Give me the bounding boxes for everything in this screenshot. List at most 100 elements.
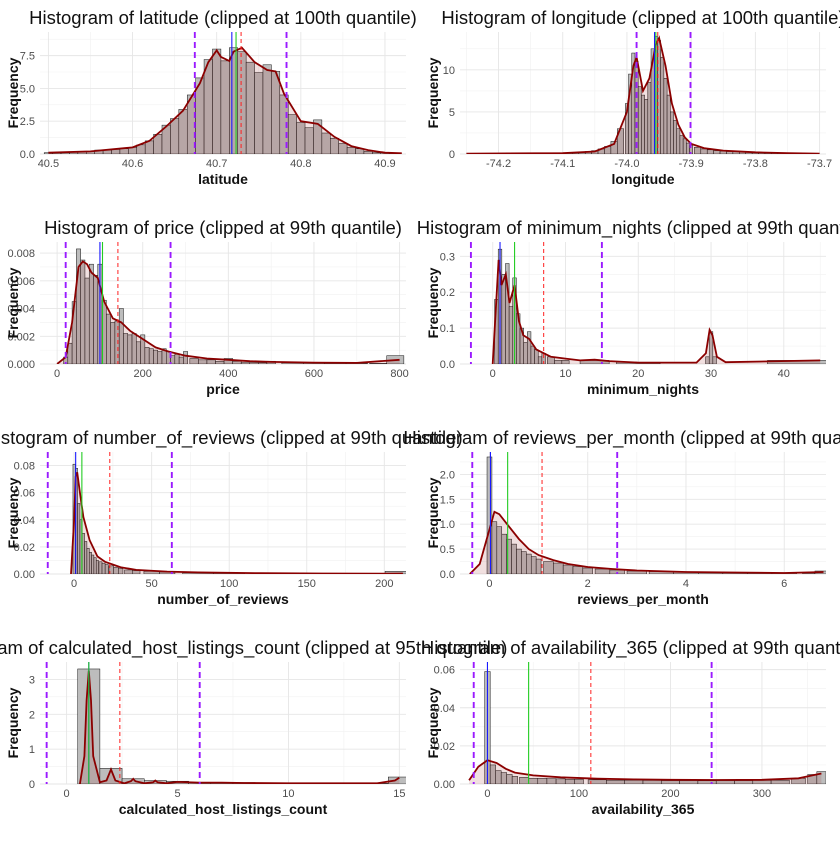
y-tick-label: 2.5 [20, 116, 35, 128]
x-tick-label: 40.6 [122, 158, 143, 170]
x-tick-label: 150 [298, 578, 316, 590]
x-tick-label: 400 [219, 368, 237, 380]
x-tick-label: 50 [146, 578, 158, 590]
x-tick-label: 300 [753, 788, 771, 800]
y-axis-label: Frequency [5, 477, 21, 548]
x-tick-label: -74.1 [550, 158, 575, 170]
x-tick-label: 40.8 [290, 158, 311, 170]
chart-title: Histogram of number_of_reviews (clipped … [0, 427, 463, 449]
y-tick-label: 7.5 [20, 51, 35, 63]
density-area [466, 38, 819, 154]
y-tick-label: 1.0 [440, 519, 455, 531]
density-area [71, 472, 403, 574]
chart-title: Histogram of latitude (clipped at 100th … [29, 7, 417, 28]
density-curve [493, 260, 821, 364]
y-tick-label: 0 [449, 149, 455, 161]
x-axis-label: minimum_nights [587, 381, 699, 397]
chart-title: Histogram of minimum_nights (clipped at … [417, 217, 840, 239]
x-axis-label: number_of_reviews [157, 591, 289, 607]
x-tick-label: 0 [486, 578, 492, 590]
y-axis-label: Frequency [5, 267, 21, 338]
x-tick-label: 6 [781, 578, 787, 590]
x-tick-label: 10 [282, 788, 294, 800]
y-axis-label: Frequency [425, 57, 441, 128]
y-tick-label: 0.06 [434, 665, 455, 677]
y-tick-label: 0.5 [440, 544, 455, 556]
x-tick-label: 0 [71, 578, 77, 590]
x-tick-label: 200 [375, 578, 393, 590]
x-axis-label: availability_365 [592, 801, 695, 817]
y-tick-label: 0.008 [7, 248, 35, 260]
x-tick-label: 4 [683, 578, 689, 590]
x-tick-label: 100 [220, 578, 238, 590]
x-tick-label: 5 [174, 788, 180, 800]
y-axis-label: Frequency [5, 57, 21, 128]
density-area [493, 260, 821, 364]
x-tick-label: 600 [305, 368, 323, 380]
y-tick-label: 0.0 [20, 149, 35, 161]
y-tick-label: 0.2 [440, 287, 455, 299]
x-axis-label: price [206, 381, 240, 397]
plot-area [47, 662, 411, 784]
x-tick-label: -74.2 [486, 158, 511, 170]
plot-area [57, 242, 404, 364]
y-tick-label: 0.00 [14, 569, 35, 581]
x-tick-label: 20 [632, 368, 644, 380]
y-tick-label: 5.0 [20, 83, 35, 95]
x-tick-label: -73.8 [743, 158, 768, 170]
x-tick-label: 40.9 [374, 158, 395, 170]
panel-2: -74.2-74.1-74.0-73.9-73.8-73.70510longit… [425, 32, 832, 187]
x-tick-label: -74.0 [614, 158, 639, 170]
y-tick-label: 3 [29, 674, 35, 686]
x-tick-label: 2 [585, 578, 591, 590]
chart-title: Histogram of price (clipped at 99th quan… [44, 217, 402, 238]
y-tick-label: 0.3 [440, 251, 455, 263]
y-tick-label: 1 [29, 744, 35, 756]
x-tick-label: 40.5 [38, 158, 59, 170]
y-tick-label: 2.0 [440, 469, 455, 481]
chart-title: Histogram of longitude (clipped at 100th… [441, 7, 840, 28]
y-tick-label: 0 [29, 779, 35, 791]
y-axis-label: Frequency [425, 267, 441, 338]
y-axis-label: Frequency [425, 687, 441, 758]
y-tick-label: 0.0 [440, 359, 455, 371]
plot-area [466, 32, 819, 154]
y-tick-label: 5 [449, 107, 455, 119]
y-tick-label: 0.08 [14, 461, 35, 473]
y-tick-label: 10 [443, 65, 455, 77]
x-tick-label: 15 [393, 788, 405, 800]
plot-area [470, 452, 827, 574]
x-axis-label: calculated_host_listings_count [119, 801, 328, 817]
y-axis-label: Frequency [425, 477, 441, 548]
y-tick-label: 0.1 [440, 323, 455, 335]
plot-area [469, 662, 826, 784]
x-tick-label: 200 [134, 368, 152, 380]
x-axis-label: latitude [198, 171, 248, 187]
x-tick-label: 100 [570, 788, 588, 800]
density-area [48, 48, 401, 154]
x-axis-label: reviews_per_month [577, 591, 709, 607]
y-tick-label: 0.00 [434, 779, 455, 791]
plot-area [48, 452, 418, 574]
plot-area [471, 242, 840, 364]
x-tick-label: 0 [484, 788, 490, 800]
density-curve [71, 472, 403, 574]
plot-area [44, 32, 402, 154]
x-tick-label: 0 [490, 368, 496, 380]
y-tick-label: 0.000 [7, 359, 35, 371]
chart-title: Histogram of availability_365 (clipped a… [421, 637, 840, 659]
x-tick-label: 30 [705, 368, 717, 380]
x-tick-label: 800 [390, 368, 408, 380]
density-area [80, 671, 399, 784]
density-curve [80, 671, 399, 784]
x-tick-label: 200 [661, 788, 679, 800]
